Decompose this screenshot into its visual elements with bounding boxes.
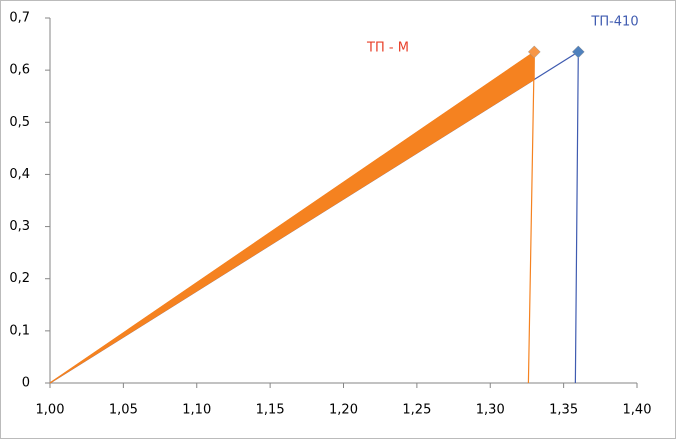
x-tick-label: 1,10 (182, 403, 211, 418)
x-tick-label: 1,30 (476, 403, 505, 418)
series-label: ТП - М (366, 41, 409, 56)
x-tick-label: 1,05 (109, 403, 138, 418)
y-tick-label: 0,4 (9, 167, 30, 182)
y-tick-label: 0,2 (9, 271, 30, 286)
y-tick-label: 0 (22, 376, 30, 391)
x-tick-label: 1,15 (256, 403, 285, 418)
point-marker (571, 45, 585, 59)
series-label: ТП-410 (590, 15, 638, 30)
x-tick-label: 1,40 (623, 403, 652, 418)
y-tick-label: 0,5 (9, 115, 30, 130)
y-tick-label: 0,3 (9, 219, 30, 234)
x-tick-label: 1,00 (36, 403, 65, 418)
y-tick-label: 0,7 (9, 11, 30, 26)
y-tick-label: 0,6 (9, 63, 30, 78)
x-tick-label: 1,25 (402, 403, 431, 418)
y-tick-label: 0,1 (9, 323, 30, 338)
x-tick-label: 1,20 (329, 403, 358, 418)
point-marker (527, 45, 541, 59)
x-tick-label: 1,35 (549, 403, 578, 418)
